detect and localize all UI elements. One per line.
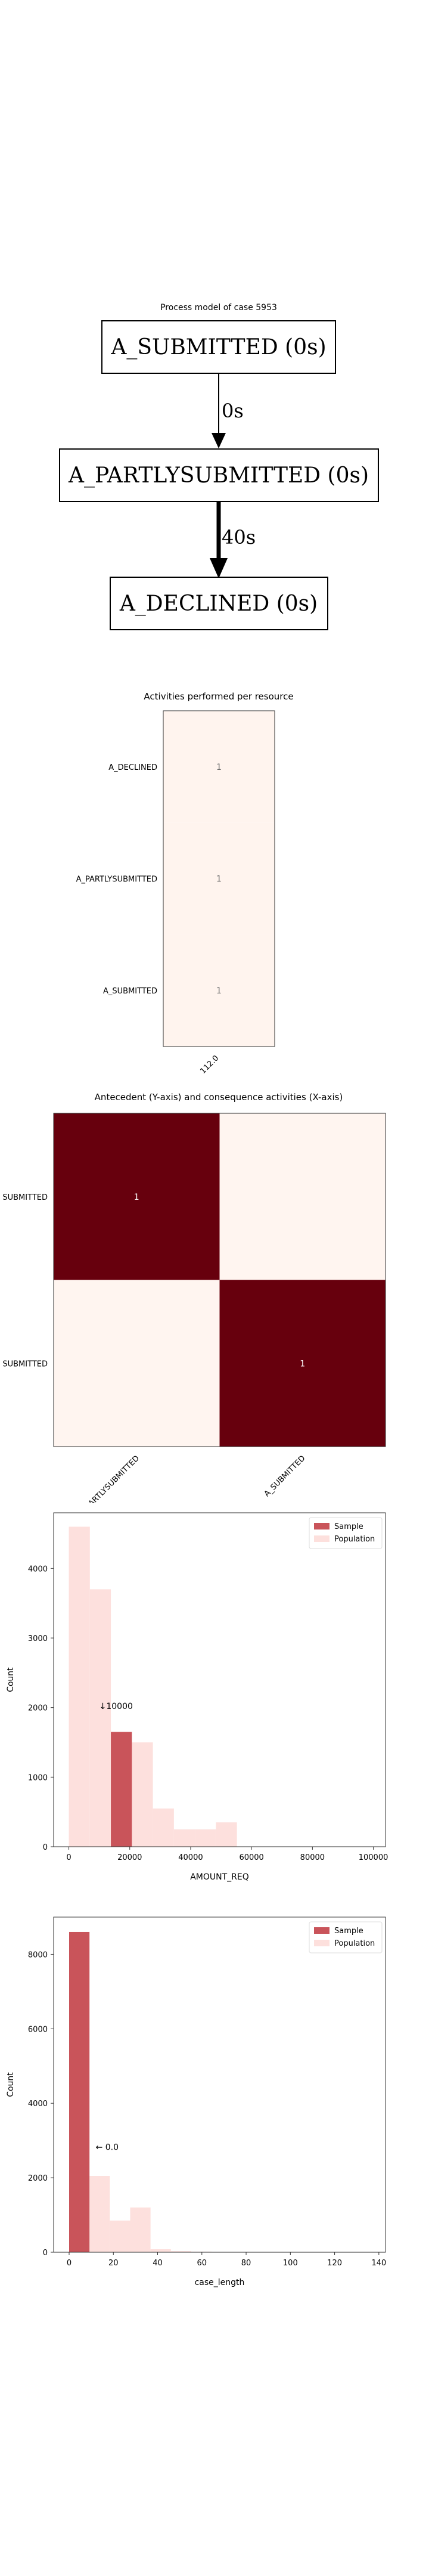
legend-swatch bbox=[314, 1927, 329, 1934]
population-bar bbox=[89, 2175, 110, 2252]
heatmap-cell bbox=[163, 934, 275, 1046]
edge-label: 0s bbox=[222, 400, 244, 422]
population-bar bbox=[132, 1742, 153, 1847]
x-tick-label: 80 bbox=[241, 2259, 251, 2268]
heatmap-cell bbox=[219, 1113, 386, 1280]
x-tick-label: 0 bbox=[67, 2259, 72, 2268]
population-bar bbox=[130, 2207, 151, 2252]
resource-heatmap: Activities performed per resource 1 1 1 A_… bbox=[76, 691, 294, 1076]
sample-bar bbox=[111, 1732, 132, 1847]
legend-swatch bbox=[314, 1940, 329, 1946]
y-tick-label: 2000 bbox=[28, 1704, 48, 1713]
y-tick-label: 4000 bbox=[28, 1565, 48, 1574]
population-bar bbox=[195, 1829, 216, 1847]
amount-req-histogram: 0 20000 40000 60000 80000 100000 0 1000 2000 3000… bbox=[6, 1512, 388, 1882]
x-tick-label: 60 bbox=[197, 2259, 207, 2268]
y-tick-label: 0 bbox=[43, 2249, 48, 2258]
sample-bar bbox=[69, 1931, 90, 2252]
cell-value: 1 bbox=[216, 763, 222, 772]
legend-swatch bbox=[314, 1535, 329, 1542]
cell-value: 1 bbox=[134, 1193, 139, 1202]
plot-frame bbox=[53, 1512, 386, 1847]
x-tick-label: 20000 bbox=[117, 1853, 142, 1862]
x-axis-label: AMOUNT_REQ bbox=[190, 1872, 249, 1882]
column-label: 112.0 bbox=[198, 1054, 220, 1076]
bars bbox=[69, 1527, 237, 1847]
x-tick-label: 0 bbox=[66, 1853, 71, 1862]
process-model-title: Process model of case 5953 bbox=[160, 303, 277, 312]
plot-frame bbox=[163, 710, 275, 1047]
population-bar bbox=[153, 1808, 174, 1847]
bars bbox=[69, 1931, 212, 2252]
x-tick-label: 40000 bbox=[178, 1853, 203, 1862]
legend-swatch bbox=[314, 1523, 329, 1530]
y-tick-label: 8000 bbox=[28, 1950, 48, 1959]
transition-heatmap: Antecedent (Y-axis) and consequence acti… bbox=[2, 1092, 386, 1503]
row-label: A_PARTLYSUBMITTED bbox=[76, 875, 157, 884]
y-tick-label: 1000 bbox=[28, 1773, 48, 1782]
y-tick-label: 4000 bbox=[28, 2100, 48, 2109]
legend-label: Population bbox=[334, 1939, 375, 1948]
y-tick-label: 6000 bbox=[28, 2025, 48, 2034]
heatmap-cell bbox=[163, 822, 275, 935]
y-tick-label: 2000 bbox=[28, 2174, 48, 2183]
svg-text:A_PARTLYSUBMITTED (0s): A_PARTLYSUBMITTED (0s) bbox=[68, 463, 369, 488]
svg-text:A_SUBMITTED (0s): A_SUBMITTED (0s) bbox=[110, 335, 326, 360]
case-length-histogram: 0 20 40 60 80 100 120 140 0 2000 4000 6000 8000 case_… bbox=[6, 1916, 386, 2287]
process-edge-1: 0s bbox=[212, 373, 244, 448]
svg-text:A_DECLINED (0s): A_DECLINED (0s) bbox=[119, 592, 318, 616]
population-bar bbox=[110, 2220, 130, 2252]
population-bar bbox=[69, 1527, 90, 1847]
row-label: A_DECLINED bbox=[108, 763, 157, 772]
y-axis-label: Count bbox=[6, 1667, 15, 1692]
cell-value: 1 bbox=[216, 986, 222, 996]
population-bar bbox=[173, 1829, 195, 1847]
x-tick-label: 120 bbox=[327, 2259, 342, 2268]
process-node-declined: A_DECLINED (0s) bbox=[110, 577, 328, 630]
plot-frame bbox=[53, 1916, 386, 2253]
row-label: SUBMITTED bbox=[2, 1360, 48, 1368]
x-axis-label: case_length bbox=[195, 2278, 245, 2287]
legend: Sample Population bbox=[309, 1517, 383, 1549]
annotation: ↓10000 bbox=[100, 1702, 133, 1711]
legend-label: Sample bbox=[334, 1927, 363, 1936]
chart-title: Antecedent (Y-axis) and consequence acti… bbox=[95, 1092, 343, 1103]
y-axis-label: Count bbox=[6, 2072, 15, 2097]
population-bar bbox=[216, 1822, 237, 1847]
x-tick-label: 140 bbox=[371, 2259, 386, 2268]
legend-label: Population bbox=[334, 1535, 375, 1544]
x-tick-label: 40 bbox=[153, 2259, 163, 2268]
cell-value: 1 bbox=[300, 1359, 305, 1368]
x-tick-label: 20 bbox=[108, 2259, 119, 2268]
process-model-diagram: Process model of case 5953 A_SUBMITTED (… bbox=[59, 303, 379, 630]
heatmap-cell bbox=[54, 1280, 220, 1447]
edge-label: 40s bbox=[222, 526, 256, 549]
process-node-submitted: A_SUBMITTED (0s) bbox=[101, 320, 336, 374]
column-label: A_PARTLYSUBMITTED bbox=[77, 1454, 141, 1503]
population-bar bbox=[89, 1589, 111, 1847]
process-node-partlysubmitted: A_PARTLYSUBMITTED (0s) bbox=[59, 448, 379, 502]
plot-frame bbox=[53, 1113, 386, 1447]
heatmap-cell bbox=[219, 1280, 386, 1447]
annotation: ← 0.0 bbox=[96, 2142, 119, 2152]
x-tick-label: 100 bbox=[283, 2259, 298, 2268]
y-tick-label: 0 bbox=[43, 1843, 48, 1852]
cell-value: 1 bbox=[216, 875, 222, 884]
y-tick-label: 3000 bbox=[28, 1634, 48, 1643]
x-tick-label: 60000 bbox=[239, 1853, 263, 1862]
process-edge-2: 40s bbox=[210, 501, 256, 578]
population-bar bbox=[170, 2251, 191, 2252]
population-bar bbox=[150, 2249, 171, 2252]
row-label: A_SUBMITTED bbox=[103, 987, 157, 996]
heatmap-cell bbox=[163, 711, 275, 823]
chart-title: Activities performed per resource bbox=[144, 691, 293, 702]
x-tick-label: 100000 bbox=[359, 1853, 388, 1862]
column-label: A_SUBMITTED bbox=[263, 1454, 307, 1498]
legend-label: Sample bbox=[334, 1522, 363, 1531]
heatmap-cell bbox=[54, 1113, 220, 1280]
x-tick-label: 80000 bbox=[300, 1853, 325, 1862]
row-label: SUBMITTED bbox=[2, 1193, 48, 1202]
legend: Sample Population bbox=[309, 1921, 383, 1953]
